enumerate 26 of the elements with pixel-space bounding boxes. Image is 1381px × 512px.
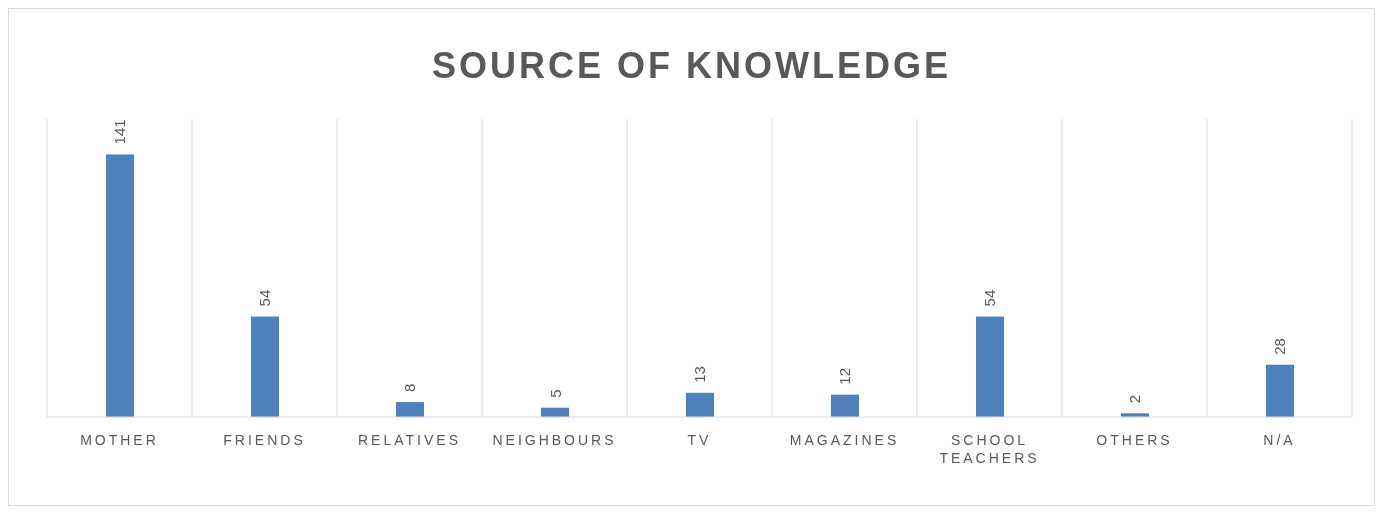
x-tick-label: SCHOOL TEACHERS	[939, 431, 1040, 467]
data-label: 141	[111, 119, 129, 145]
bar	[686, 392, 714, 417]
data-label: 28	[1271, 338, 1289, 355]
data-label: 54	[256, 289, 274, 307]
x-tick-label: OTHERS	[1096, 431, 1173, 448]
x-tick-label: TV	[687, 431, 712, 448]
data-label: 12	[836, 367, 854, 385]
x-tick-label: N/A	[1263, 431, 1296, 448]
bar	[106, 154, 134, 417]
data-label: 13	[691, 366, 709, 383]
x-tick-label: FRIENDS	[223, 431, 306, 448]
bar	[1266, 364, 1294, 417]
bar	[251, 316, 279, 417]
x-tick-label: MOTHER	[80, 431, 159, 448]
data-label: 5	[546, 389, 564, 398]
bar	[976, 316, 1004, 417]
data-label: 8	[401, 383, 419, 393]
data-label: 54	[981, 289, 999, 307]
bar	[396, 402, 424, 417]
bar	[831, 394, 859, 417]
x-tick-label: MAGAZINES	[789, 431, 900, 448]
data-label: 2	[1126, 394, 1144, 404]
x-tick-label: RELATIVES	[358, 431, 461, 448]
chart-title: SOURCE OF KNOWLEDGE	[431, 45, 952, 87]
x-tick-label: NEIGHBOURS	[492, 431, 617, 448]
